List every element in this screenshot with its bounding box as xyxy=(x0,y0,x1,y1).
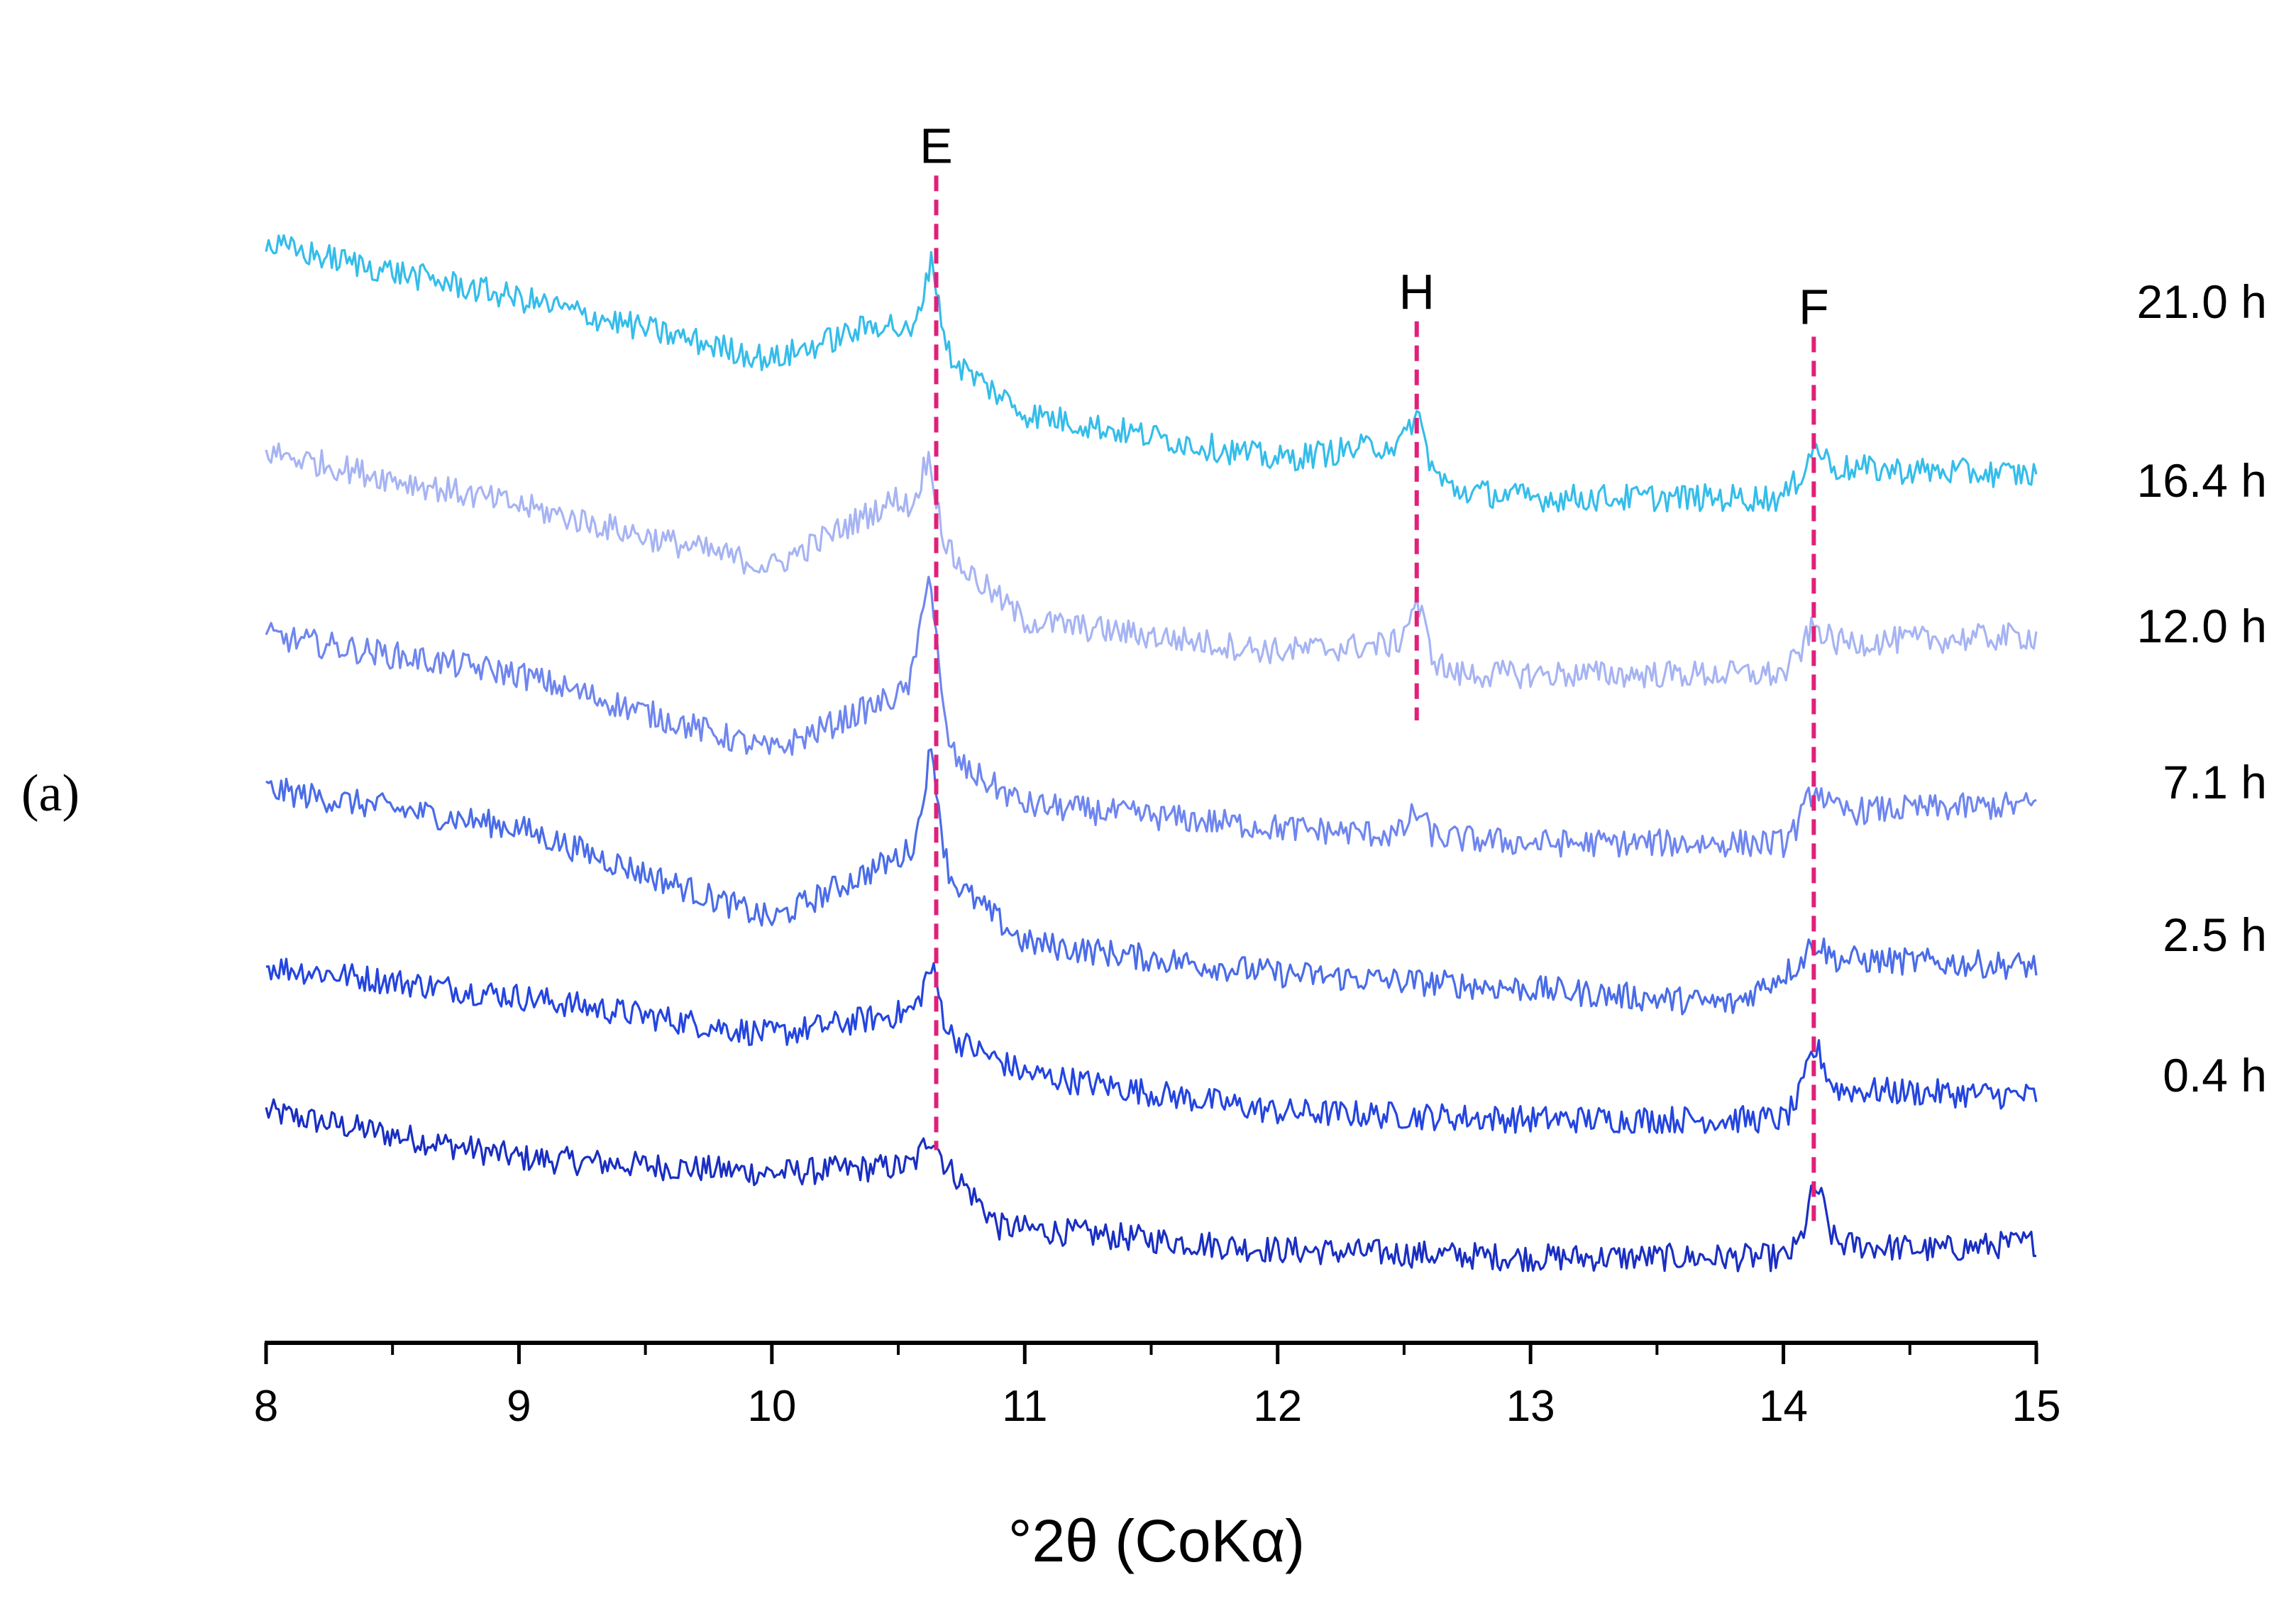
series-labels: 21.0 h 16.4 h 12.0 h 7.1 h 2.5 h 0.4 h xyxy=(2137,275,2268,1102)
x-tick-label: 10 xyxy=(747,1382,796,1431)
series-label: 12.0 h xyxy=(2137,600,2268,652)
x-tick-label: 11 xyxy=(1002,1382,1047,1431)
series-line-16-4-h xyxy=(265,442,2038,690)
peak-label-h: H xyxy=(1398,264,1435,319)
series-group xyxy=(265,234,2038,1273)
series-label: 21.0 h xyxy=(2137,275,2268,328)
x-axis-title: °2θ (CoKα) xyxy=(1008,1507,1305,1574)
x-tick-label: 9 xyxy=(507,1382,531,1431)
x-tick-label: 13 xyxy=(1506,1382,1555,1431)
series-line-0-4-h xyxy=(265,1098,2037,1273)
series-label: 0.4 h xyxy=(2163,1049,2267,1102)
x-tick-label: 15 xyxy=(2012,1382,2061,1431)
panel-label: (a) xyxy=(21,764,79,823)
series-line-12-0-h xyxy=(265,576,2037,858)
series-label: 7.1 h xyxy=(2163,756,2267,808)
peak-label-f: F xyxy=(1799,279,1829,334)
series-label: 16.4 h xyxy=(2137,454,2268,507)
series-line-21-0-h xyxy=(265,234,2038,513)
x-tick-label: 8 xyxy=(254,1382,278,1431)
peak-markers: E H F xyxy=(920,118,1829,1227)
x-tick-label: 12 xyxy=(1253,1382,1302,1431)
series-label: 2.5 h xyxy=(2163,908,2267,961)
series-line-7-1-h xyxy=(265,748,2038,1016)
series-line-2-5-h xyxy=(265,957,2038,1134)
x-tick-label: 14 xyxy=(1759,1382,1808,1431)
x-axis: 8 9 10 11 12 13 14 15 xyxy=(254,1341,2061,1431)
peak-label-e: E xyxy=(920,118,953,173)
